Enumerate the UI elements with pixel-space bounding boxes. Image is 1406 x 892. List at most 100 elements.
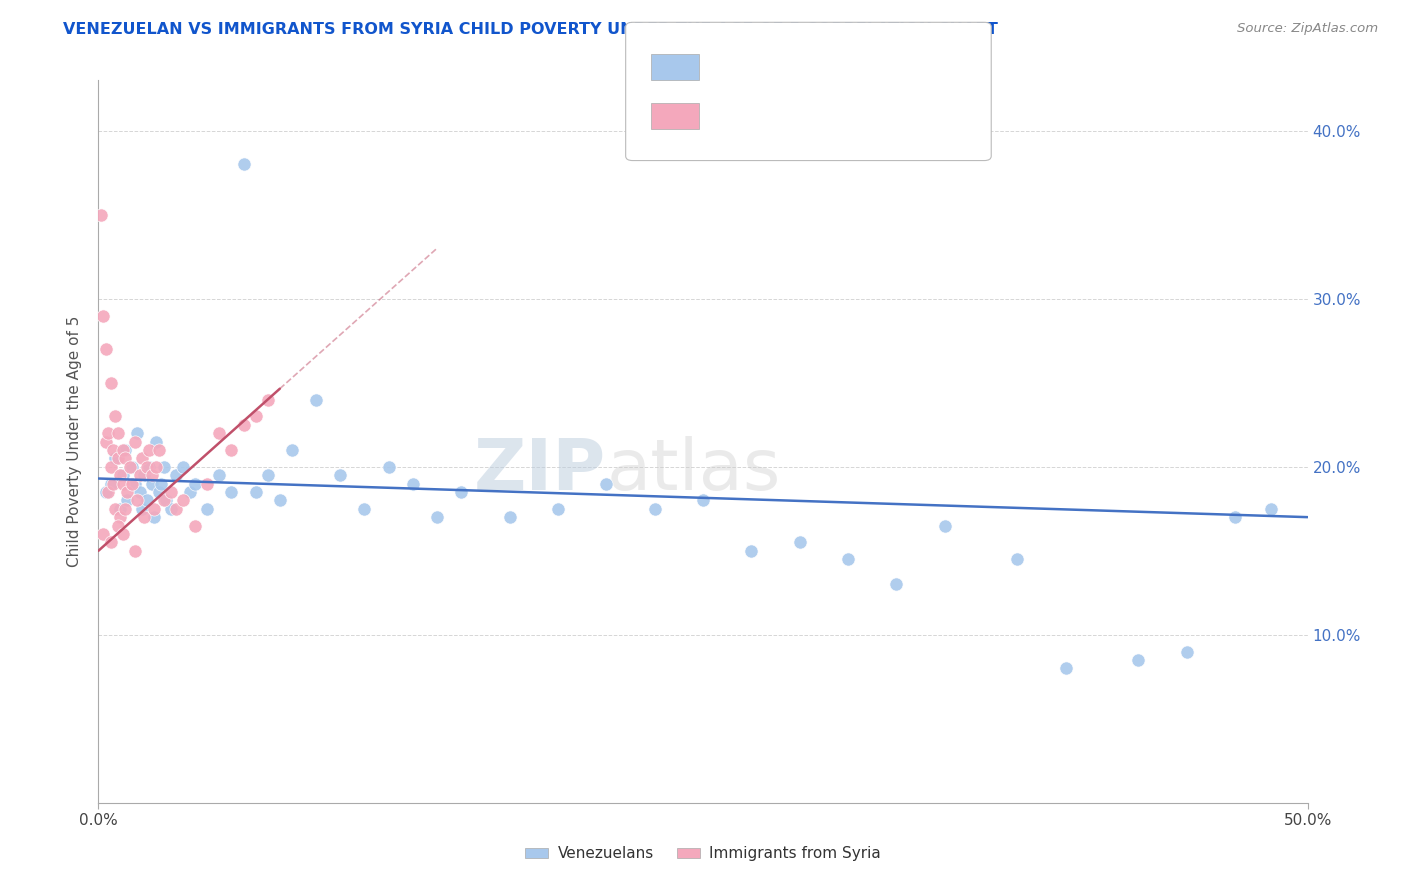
Point: [195, 501, 218, 516]
Point: [100, 476, 122, 491]
Point: [426, 510, 449, 524]
Point: [104, 501, 127, 516]
Point: [402, 476, 425, 491]
Point: [179, 485, 201, 500]
Point: [121, 476, 143, 491]
Point: [160, 485, 183, 500]
Point: [232, 417, 254, 432]
Point: [94, 342, 117, 356]
Text: Source: ZipAtlas.com: Source: ZipAtlas.com: [1237, 22, 1378, 36]
Point: [108, 510, 131, 524]
Point: [111, 527, 134, 541]
Point: [232, 157, 254, 171]
Point: [269, 493, 291, 508]
Point: [131, 501, 153, 516]
Point: [111, 476, 134, 491]
Point: [127, 493, 149, 508]
Text: VENEZUELAN VS IMMIGRANTS FROM SYRIA CHILD POVERTY UNDER THE AGE OF 5 CORRELATION: VENEZUELAN VS IMMIGRANTS FROM SYRIA CHIL…: [63, 22, 998, 37]
Point: [100, 459, 122, 474]
Point: [124, 543, 146, 558]
Text: ZIP: ZIP: [474, 436, 606, 505]
Text: -0.038: -0.038: [766, 60, 821, 74]
Point: [353, 501, 375, 516]
Point: [135, 459, 157, 474]
Point: [595, 476, 617, 491]
Point: [150, 476, 173, 491]
Point: [101, 476, 124, 491]
Point: [740, 543, 762, 558]
Point: [245, 409, 267, 424]
Point: [134, 468, 156, 483]
Point: [644, 501, 666, 516]
Point: [101, 442, 124, 457]
Point: [160, 501, 183, 516]
Point: [145, 459, 167, 474]
Text: atlas: atlas: [606, 436, 780, 505]
Point: [107, 426, 129, 441]
Point: [208, 426, 231, 441]
Point: [90, 208, 112, 222]
Point: [141, 468, 163, 483]
Point: [305, 392, 328, 407]
Point: [148, 485, 170, 500]
Point: [107, 451, 129, 466]
Point: [165, 501, 187, 516]
Point: [127, 426, 149, 441]
Point: [94, 434, 117, 449]
Point: [135, 493, 157, 508]
Point: [111, 442, 134, 457]
Text: 50: 50: [890, 109, 911, 123]
Point: [1260, 501, 1282, 516]
Point: [111, 468, 134, 483]
Point: [114, 442, 136, 457]
Point: [138, 459, 160, 474]
Point: [117, 493, 139, 508]
Point: [281, 442, 304, 457]
Text: R =: R =: [710, 109, 744, 123]
Point: [221, 442, 243, 457]
Text: N =: N =: [846, 60, 880, 74]
Point: [138, 442, 160, 457]
Point: [124, 434, 146, 449]
Point: [1054, 661, 1077, 675]
Point: [208, 468, 231, 483]
Point: [114, 451, 136, 466]
Text: 0.315: 0.315: [766, 109, 825, 123]
Point: [155, 493, 177, 508]
Point: [1128, 653, 1150, 667]
Point: [100, 535, 122, 549]
Point: [143, 501, 166, 516]
Point: [97, 426, 120, 441]
Point: [97, 485, 120, 500]
Point: [128, 468, 150, 483]
Point: [692, 493, 714, 508]
Point: [107, 518, 129, 533]
Point: [450, 485, 472, 500]
Point: [143, 510, 166, 524]
Point: [184, 476, 207, 491]
Point: [165, 468, 187, 483]
Point: [498, 510, 520, 524]
Point: [886, 577, 908, 591]
Text: R =: R =: [710, 60, 744, 74]
Text: 58: 58: [890, 60, 911, 74]
Point: [256, 392, 278, 407]
Point: [104, 409, 127, 424]
Point: [152, 459, 174, 474]
Point: [94, 485, 117, 500]
Legend: Venezuelans, Immigrants from Syria: Venezuelans, Immigrants from Syria: [519, 840, 887, 867]
Point: [789, 535, 811, 549]
Point: [104, 451, 127, 466]
Point: [547, 501, 569, 516]
Point: [1175, 644, 1198, 658]
Text: N =: N =: [846, 109, 880, 123]
Point: [91, 309, 114, 323]
Point: [121, 459, 143, 474]
Point: [100, 376, 122, 390]
Point: [184, 518, 207, 533]
Point: [837, 552, 859, 566]
Point: [329, 468, 352, 483]
Point: [221, 485, 243, 500]
Point: [124, 476, 146, 491]
Point: [1007, 552, 1029, 566]
